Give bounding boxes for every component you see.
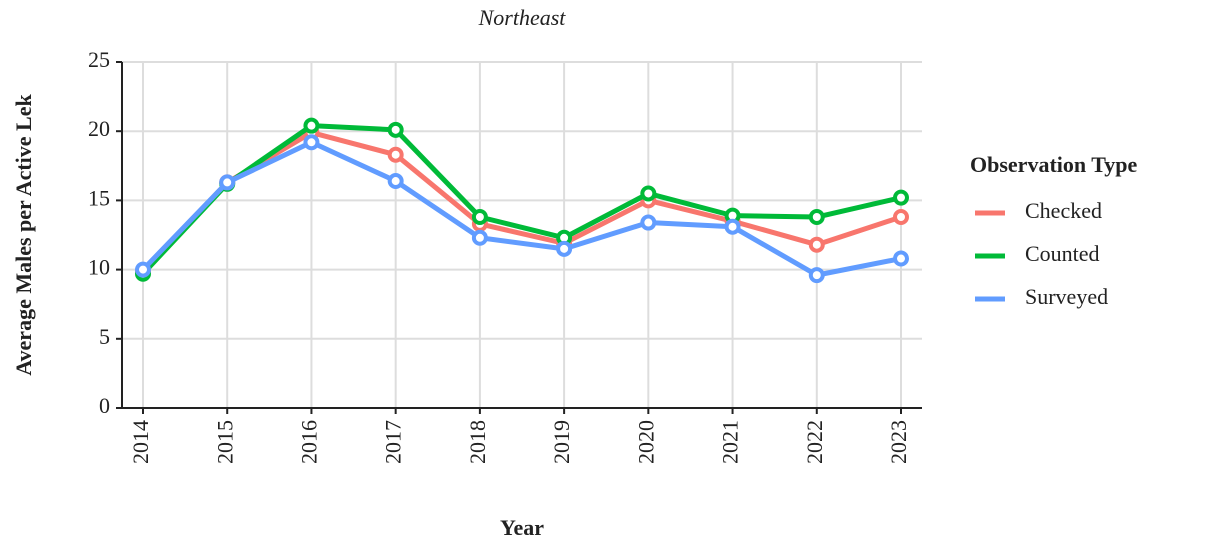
x-tick-label: 2023 <box>886 420 911 464</box>
point <box>135 261 151 278</box>
point <box>640 214 657 231</box>
point <box>219 174 236 191</box>
point <box>303 117 320 134</box>
legend-label: Counted <box>1025 241 1100 266</box>
x-tick-label: 2016 <box>296 420 321 464</box>
point <box>724 218 741 235</box>
point <box>808 267 825 284</box>
x-tick-label: 2020 <box>633 420 658 464</box>
x-tick-label: 2015 <box>212 420 237 464</box>
y-tick-label: 15 <box>88 185 110 210</box>
point <box>808 209 825 226</box>
legend-title: Observation Type <box>970 152 1137 177</box>
point <box>893 189 909 206</box>
series-line <box>141 123 902 276</box>
y-tick-label: 10 <box>88 255 110 280</box>
x-tick-label: 2021 <box>718 420 743 464</box>
point <box>893 209 909 226</box>
x-axis-label: Year <box>500 515 544 540</box>
legend-label: Surveyed <box>1025 284 1108 309</box>
point <box>471 229 488 246</box>
y-axis-label: Average Males per Active Lek <box>11 94 36 376</box>
series-line <box>141 130 902 273</box>
point <box>893 250 909 267</box>
point <box>387 173 404 190</box>
x-tick-label: 2019 <box>549 420 574 464</box>
y-tick-label: 5 <box>99 324 110 349</box>
x-tick-label: 2018 <box>465 420 490 464</box>
point <box>387 121 404 138</box>
chart-title: Northeast <box>478 5 567 30</box>
x-tick-label: 2014 <box>128 420 153 464</box>
legend-label: Checked <box>1025 198 1102 223</box>
point <box>303 134 320 151</box>
y-tick-label: 20 <box>88 116 110 141</box>
series-line <box>141 139 902 278</box>
point <box>640 185 657 202</box>
x-tick-label: 2022 <box>802 420 827 464</box>
point <box>808 236 825 253</box>
y-tick-label: 0 <box>99 393 110 418</box>
y-tick-label: 25 <box>88 47 110 72</box>
point <box>471 209 488 226</box>
point <box>556 240 573 257</box>
x-tick-label: 2017 <box>381 420 406 464</box>
point <box>387 146 404 163</box>
